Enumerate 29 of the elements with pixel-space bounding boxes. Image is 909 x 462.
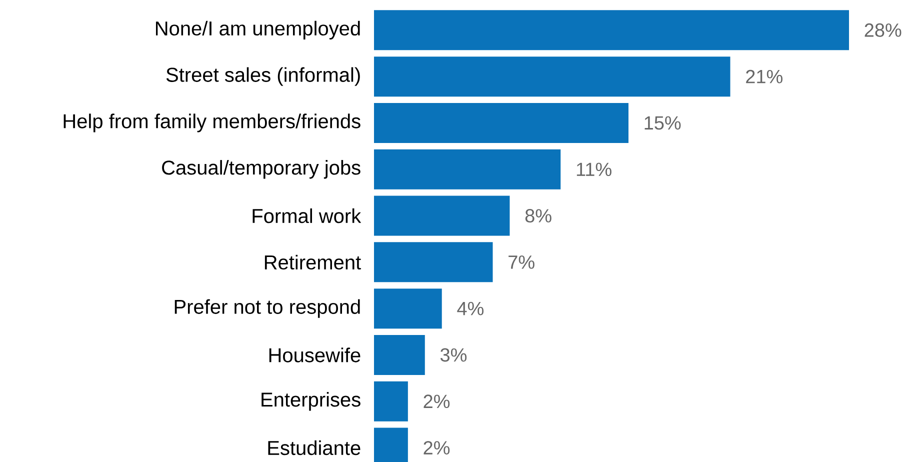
data-label: 8% (525, 209, 552, 222)
bar (374, 149, 561, 190)
data-label: 21% (746, 70, 782, 84)
data-label: 15% (644, 116, 681, 130)
y-tick-label: None/I am unemployed (156, 20, 360, 40)
y-tick-label: Street sales (informal) (166, 67, 360, 86)
y-tick-label: Formal work (252, 208, 362, 224)
bar (374, 56, 730, 97)
data-label: 28% (864, 23, 902, 37)
data-label: 2% (424, 441, 450, 454)
bar (374, 334, 425, 375)
data-label: 2% (424, 394, 450, 408)
y-tick-label: Housewife (269, 348, 360, 362)
y-tick-label: Enterprises (262, 392, 360, 411)
y-tick-label: Help from family members/friends (64, 114, 360, 132)
bar (374, 242, 493, 282)
bar (374, 10, 850, 50)
y-tick-label: Retirement (264, 254, 361, 270)
data-label: 11% (576, 162, 612, 176)
bar (374, 381, 408, 422)
bar (374, 288, 442, 329)
y-tick-label: Casual/temporary jobs (162, 160, 360, 179)
bar (374, 196, 510, 236)
bar (374, 102, 628, 143)
data-label: 7% (508, 256, 534, 269)
data-label: 4% (457, 302, 484, 316)
y-tick-label: Estudiante (268, 440, 360, 456)
y-tick-label: Prefer not to respond (174, 299, 360, 318)
data-label: 3% (440, 348, 467, 362)
